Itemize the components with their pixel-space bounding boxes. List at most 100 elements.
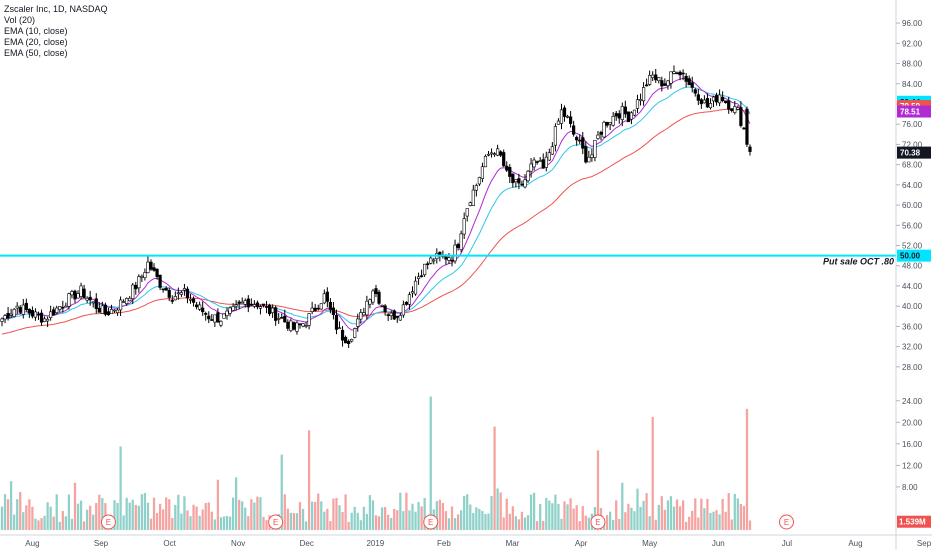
candle-body — [30, 310, 35, 317]
volume-bar — [548, 500, 551, 530]
volume-bar — [742, 505, 746, 530]
volume-bar — [210, 511, 213, 530]
volume-bar — [146, 502, 150, 530]
volume-bar — [712, 511, 715, 530]
volume-bar — [520, 511, 524, 530]
candle-body — [575, 136, 579, 141]
time-tick-label: Mar — [506, 539, 520, 548]
earnings-marker-label: E — [784, 518, 789, 527]
candle-body — [520, 183, 524, 186]
candle-body — [721, 96, 725, 102]
volume-bar — [466, 494, 469, 530]
candle-body — [483, 156, 488, 168]
volume-bar — [402, 511, 405, 530]
candle-body — [468, 202, 472, 206]
candle-body — [620, 106, 624, 120]
volume-bar — [718, 514, 721, 530]
volume-bar — [219, 517, 223, 530]
volume-bar — [697, 517, 700, 530]
time-tick-label: Oct — [163, 539, 176, 548]
volume-bar — [383, 507, 387, 530]
candle-body — [429, 257, 433, 264]
volume-tick-label: 16.00 — [902, 440, 923, 449]
horizontal-line-layer[interactable]: Put sale OCT .80 — [0, 254, 896, 267]
volume-bar — [502, 517, 505, 530]
volume-bar — [89, 505, 92, 530]
volume-bar — [642, 500, 645, 530]
volume-bar — [353, 506, 356, 530]
volume-bar — [326, 508, 329, 530]
volume-bar — [587, 517, 590, 530]
volume-bar — [490, 495, 493, 530]
candle-body — [240, 301, 244, 304]
volume-bar — [295, 513, 299, 530]
legend-volume: Vol (20) — [4, 15, 36, 25]
candle-body — [553, 126, 557, 146]
candle-body — [368, 299, 372, 305]
volume-bar — [186, 510, 189, 530]
candle-body — [392, 310, 396, 320]
candle-body — [152, 267, 156, 271]
candle-body — [395, 315, 399, 318]
candle-body — [283, 315, 287, 323]
volume-bar — [545, 497, 548, 530]
volume-bar — [34, 518, 37, 530]
volume-bar — [301, 508, 305, 530]
candle-body — [416, 276, 421, 279]
volume-bar — [374, 515, 378, 530]
volume-bar — [113, 500, 116, 530]
volume-bar — [262, 516, 265, 530]
price-tick-label: 52.00 — [902, 242, 923, 251]
volume-bar — [19, 491, 22, 530]
volume-tick-label: 12.00 — [902, 461, 923, 470]
candle-body — [635, 99, 640, 109]
volume-bar — [536, 521, 539, 530]
candle-body — [249, 303, 253, 306]
volume-bar — [31, 506, 34, 530]
volume-bar — [162, 509, 165, 530]
candle-body — [301, 323, 305, 327]
volume-bar — [612, 520, 615, 530]
candle-body — [109, 309, 114, 315]
volume-bar — [505, 498, 508, 530]
candle-body — [648, 75, 652, 85]
candle-body — [122, 301, 126, 303]
volume-bar — [98, 494, 101, 530]
candle-body — [480, 166, 485, 179]
candle-body — [593, 139, 597, 158]
volume-bar — [140, 494, 144, 530]
price-tick-label: 48.00 — [902, 262, 923, 271]
candle-body — [477, 177, 481, 185]
candle-body — [535, 161, 539, 163]
candle-body — [246, 298, 250, 308]
price-tick-label: 68.00 — [902, 161, 923, 170]
price-tick-label: 64.00 — [902, 181, 923, 190]
volume-bar — [101, 498, 104, 530]
volume-bar — [359, 520, 362, 530]
volume-bar — [119, 446, 122, 530]
volume-bar — [408, 510, 411, 530]
price-tick-label: 88.00 — [902, 60, 923, 69]
volume-bar — [344, 494, 347, 530]
price-tick-label: 92.00 — [902, 39, 923, 48]
volume-bar — [165, 497, 168, 530]
candle-body — [225, 310, 229, 316]
volume-bar — [338, 505, 341, 530]
volume-bar — [25, 505, 28, 530]
volume-bar — [292, 513, 296, 530]
candle-body — [371, 290, 375, 303]
candle-body — [556, 120, 561, 125]
candle-body — [492, 153, 497, 156]
candle-body — [191, 298, 196, 303]
candle-body — [188, 298, 193, 301]
volume-bar — [149, 518, 153, 530]
volume-bar — [621, 482, 624, 530]
candle-body — [517, 178, 521, 184]
volume-bar — [171, 517, 174, 530]
volume-bar — [615, 500, 618, 530]
volume-bar — [244, 507, 247, 530]
candle-body — [742, 127, 746, 130]
volume-bar — [450, 506, 454, 530]
